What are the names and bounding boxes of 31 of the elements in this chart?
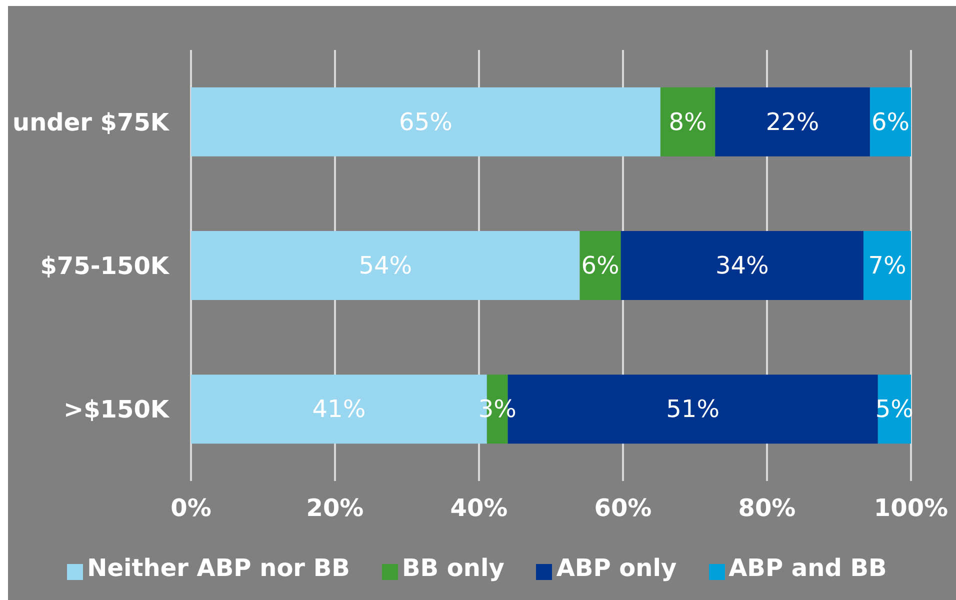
data-label: 6% xyxy=(871,108,910,136)
x-tick-label: 40% xyxy=(450,494,508,522)
bar xyxy=(863,231,911,300)
bar xyxy=(191,87,660,156)
bar xyxy=(870,87,911,156)
data-label: 65% xyxy=(399,108,452,136)
bar xyxy=(620,231,864,300)
legend-label: BB only xyxy=(402,554,504,582)
x-tick-label: 0% xyxy=(170,494,212,522)
bar xyxy=(660,87,716,156)
data-label: 51% xyxy=(666,395,720,424)
legend-label: Neither ABP nor BB xyxy=(87,554,350,582)
bar xyxy=(580,231,621,300)
x-tick-label: 80% xyxy=(738,494,796,522)
y-tick-label: >$150K xyxy=(63,396,170,424)
x-tick-label: 20% xyxy=(306,494,364,522)
data-label: 22% xyxy=(766,108,820,136)
data-label: 6% xyxy=(581,252,620,280)
y-tick-label: under $75K xyxy=(12,108,170,136)
bar xyxy=(715,87,870,156)
data-label: 7% xyxy=(868,252,906,280)
legend-label: ABP and BB xyxy=(728,554,887,582)
bar xyxy=(191,231,580,300)
x-tick-label: 100% xyxy=(874,494,948,522)
x-tick-label: 60% xyxy=(594,494,652,522)
data-label: 8% xyxy=(668,108,707,136)
data-label: 41% xyxy=(312,395,366,424)
data-label: 34% xyxy=(715,252,769,280)
y-tick-label: $75-150K xyxy=(40,252,170,280)
data-label: 54% xyxy=(358,252,412,280)
legend-label: ABP only xyxy=(556,554,677,582)
